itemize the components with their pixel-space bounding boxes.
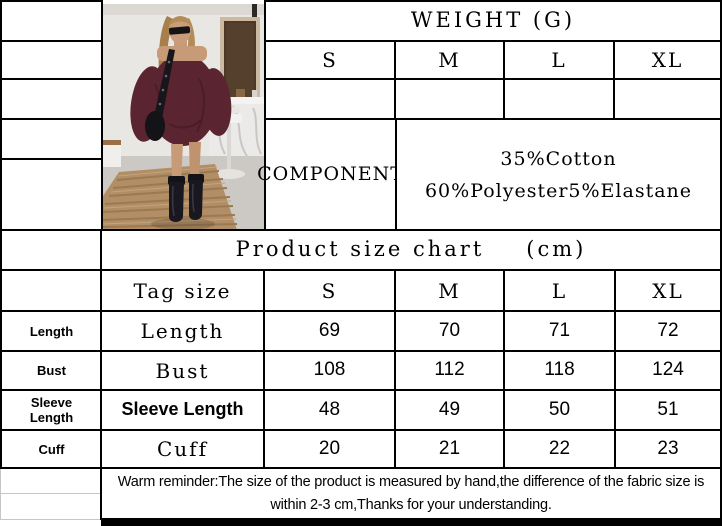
weight-value-cell [264, 78, 396, 120]
component-label: COMPONENT [257, 118, 403, 231]
side-label-sleeve-length: Sleeve Length [0, 389, 103, 431]
spacer-cell [0, 269, 103, 312]
spacer-cell [0, 467, 103, 494]
weight-value-cell [394, 78, 505, 120]
weight-value-cell [503, 78, 615, 120]
cuff-s: 20 [263, 429, 396, 469]
spacer-cell [0, 78, 103, 120]
sleeve-m: 49 [394, 389, 505, 431]
cuff-xl: 23 [614, 429, 722, 469]
size-header-l: L [503, 269, 616, 312]
spacer-cell [0, 493, 103, 520]
row-label-length: Length [100, 310, 265, 352]
side-label-bust: Bust [0, 350, 103, 391]
sleeve-s: 48 [263, 389, 396, 431]
component-value: 35%Cotton 60%Polyester5%Elastane [395, 118, 722, 231]
size-chart-title: Product size chart [235, 237, 485, 262]
length-xl: 72 [614, 310, 722, 352]
spacer-cell [0, 118, 103, 160]
size-header-m: M [394, 269, 505, 312]
bottom-divider-bar [101, 518, 722, 526]
warm-reminder-text: Warm reminder:The size of the product is… [100, 467, 722, 520]
bust-xl: 124 [614, 350, 722, 391]
weight-size-header-xl: XL [613, 40, 722, 80]
spacer-cell [0, 158, 103, 231]
bust-l: 118 [503, 350, 616, 391]
weight-table-title: WEIGHT (G) [264, 0, 722, 42]
component-line-1: 35%Cotton [500, 147, 617, 170]
length-s: 69 [263, 310, 396, 352]
side-label-length: Length [0, 310, 103, 352]
spacer-cell [0, 40, 103, 80]
bust-s: 108 [263, 350, 396, 391]
spacer-cell [0, 0, 103, 42]
sleeve-l: 50 [503, 389, 616, 431]
weight-value-cell [613, 78, 722, 120]
weight-size-header-m: M [394, 40, 505, 80]
size-header-xl: XL [614, 269, 722, 312]
spacer-cell [0, 229, 103, 271]
row-label-bust: Bust [100, 350, 265, 391]
sleeve-xl: 51 [614, 389, 722, 431]
length-m: 70 [394, 310, 505, 352]
row-label-sleeve-length: Sleeve Length [100, 389, 265, 431]
bust-m: 112 [394, 350, 505, 391]
weight-size-header-s: S [264, 40, 396, 80]
component-line-2: 60%Polyester5%Elastane [424, 179, 693, 202]
product-photo [102, 4, 265, 230]
size-chart-title-row: Product size chart (cm) [100, 229, 722, 271]
size-header-s: S [263, 269, 396, 312]
weight-size-header-l: L [503, 40, 615, 80]
cuff-l: 22 [503, 429, 616, 469]
cuff-m: 21 [394, 429, 505, 469]
model-photo-illustration [102, 4, 265, 230]
length-l: 71 [503, 310, 616, 352]
size-chart-unit: (cm) [526, 237, 587, 262]
side-label-cuff: Cuff [0, 429, 103, 469]
tag-size-header: Tag size [100, 269, 265, 312]
row-label-cuff: Cuff [100, 429, 265, 469]
